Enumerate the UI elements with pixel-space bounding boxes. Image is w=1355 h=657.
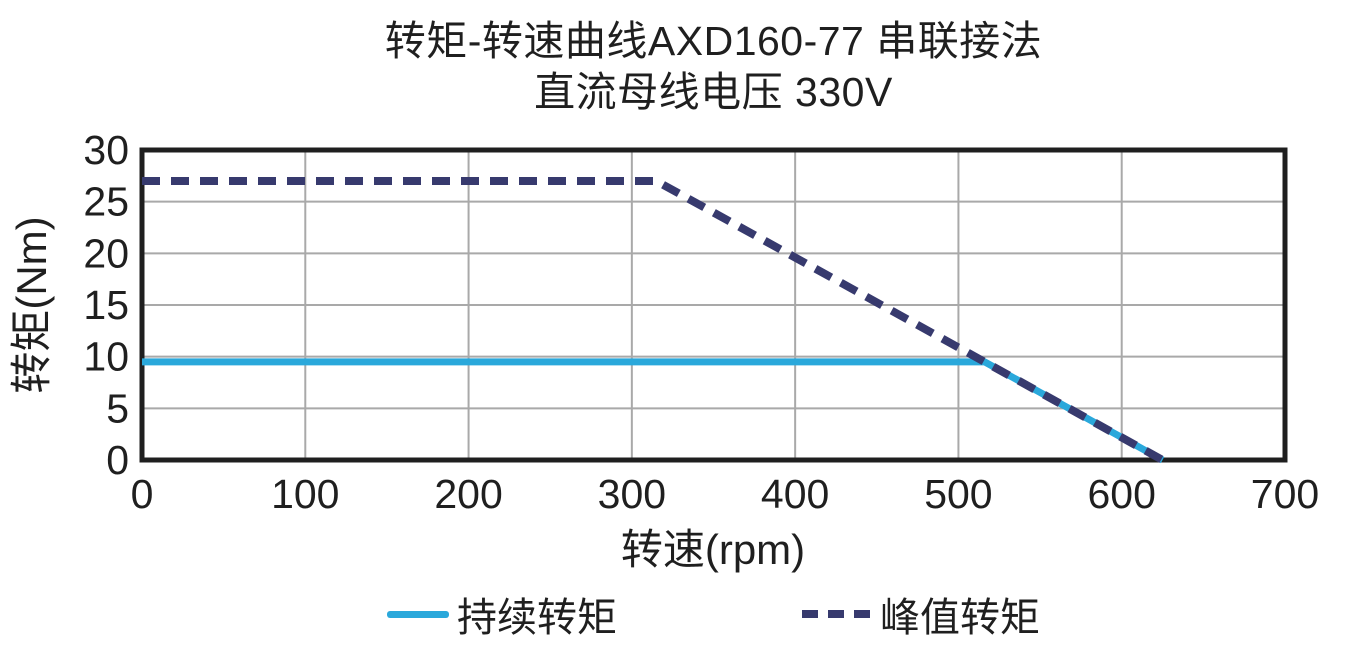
series-layer <box>142 177 1165 464</box>
grid-layer <box>139 147 1288 463</box>
chart-title: 转矩-转速曲线AXD160-77 串联接法 直流母线电压 330V <box>142 16 1285 118</box>
y-axis-label: 转矩(Nm) <box>8 216 55 393</box>
y-tick-label: 30 <box>83 127 129 173</box>
x-tick-label: 600 <box>1088 471 1156 517</box>
y-tick-label: 25 <box>83 179 129 225</box>
x-tick-label: 300 <box>598 471 666 517</box>
x-tick-label: 100 <box>271 471 339 517</box>
legend-item-continuous: 持续转矩 <box>387 585 617 643</box>
chart-title-line2: 直流母线电压 330V <box>534 69 893 115</box>
plot-border <box>139 147 1288 463</box>
legend-item-peak: 峰值转矩 <box>802 585 1040 643</box>
x-tick-label: 500 <box>924 471 992 517</box>
y-tick-label: 10 <box>83 334 129 380</box>
x-tick-label: 400 <box>761 471 829 517</box>
y-tick-label: 15 <box>83 282 129 328</box>
x-tick-label: 200 <box>434 471 502 517</box>
continuous-torque-line <box>142 358 1165 464</box>
continuous-line-swatch <box>387 610 449 618</box>
y-tick-label: 20 <box>83 230 129 276</box>
x-tick-label: 700 <box>1251 471 1319 517</box>
legend-label-peak: 峰值转矩 <box>880 596 1040 640</box>
peak-torque-line <box>142 177 1165 464</box>
y-tick-label: 0 <box>106 437 129 483</box>
chart-title-line1: 转矩-转速曲线AXD160-77 串联接法 <box>384 18 1043 64</box>
x-axis-label: 转速(rpm) <box>621 526 805 573</box>
x-tick-label: 0 <box>131 471 154 517</box>
legend-label-continuous: 持续转矩 <box>457 596 617 640</box>
legend: 持续转矩 峰值转矩 <box>142 586 1285 642</box>
y-tick-label: 5 <box>106 385 129 431</box>
peak-line-swatch <box>802 610 870 618</box>
